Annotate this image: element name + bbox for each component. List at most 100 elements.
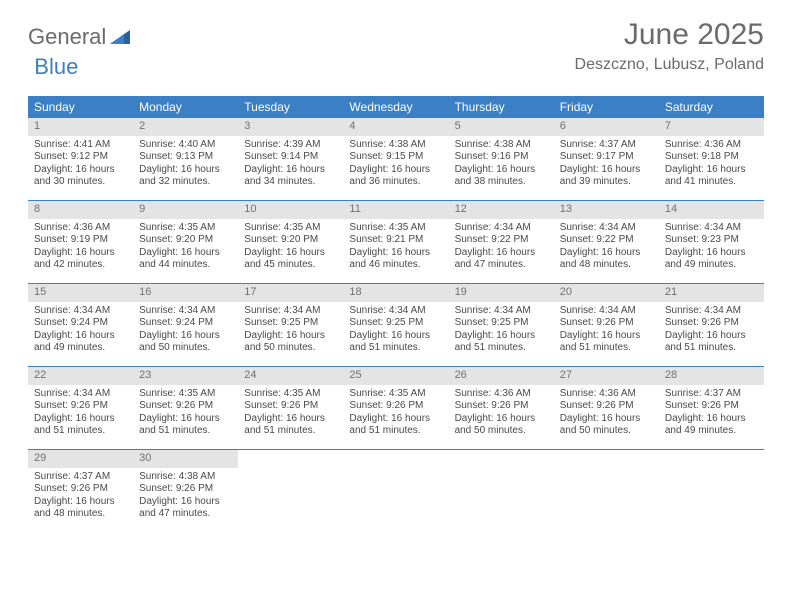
day-body: Sunrise: 4:35 AMSunset: 9:20 PMDaylight:… — [133, 219, 238, 276]
day-body: Sunrise: 4:34 AMSunset: 9:25 PMDaylight:… — [343, 302, 448, 359]
day1-text: Daylight: 16 hours — [665, 413, 758, 426]
day-body: Sunrise: 4:34 AMSunset: 9:25 PMDaylight:… — [238, 302, 343, 359]
sunrise-text: Sunrise: 4:38 AM — [139, 471, 232, 484]
day1-text: Daylight: 16 hours — [139, 247, 232, 260]
day-number: 28 — [659, 367, 764, 385]
sunset-text: Sunset: 9:25 PM — [455, 317, 548, 330]
sunset-text: Sunset: 9:19 PM — [34, 234, 127, 247]
sunrise-text: Sunrise: 4:38 AM — [349, 139, 442, 152]
day1-text: Daylight: 16 hours — [455, 330, 548, 343]
day-cell: 10Sunrise: 4:35 AMSunset: 9:20 PMDayligh… — [238, 201, 343, 283]
day-number: 10 — [238, 201, 343, 219]
brand-word-2: Blue — [34, 54, 78, 80]
day-number: 12 — [449, 201, 554, 219]
sunset-text: Sunset: 9:22 PM — [560, 234, 653, 247]
empty-day-cell — [554, 450, 659, 532]
sunset-text: Sunset: 9:24 PM — [34, 317, 127, 330]
day-cell: 16Sunrise: 4:34 AMSunset: 9:24 PMDayligh… — [133, 284, 238, 366]
day-body: Sunrise: 4:38 AMSunset: 9:16 PMDaylight:… — [449, 136, 554, 193]
day1-text: Daylight: 16 hours — [34, 330, 127, 343]
day-body: Sunrise: 4:34 AMSunset: 9:26 PMDaylight:… — [659, 302, 764, 359]
day-body: Sunrise: 4:34 AMSunset: 9:24 PMDaylight:… — [133, 302, 238, 359]
sunset-text: Sunset: 9:12 PM — [34, 151, 127, 164]
day2-text: and 41 minutes. — [665, 176, 758, 189]
sunrise-text: Sunrise: 4:35 AM — [349, 388, 442, 401]
day2-text: and 36 minutes. — [349, 176, 442, 189]
day-cell: 30Sunrise: 4:38 AMSunset: 9:26 PMDayligh… — [133, 450, 238, 532]
day1-text: Daylight: 16 hours — [665, 247, 758, 260]
day2-text: and 50 minutes. — [560, 425, 653, 438]
day2-text: and 39 minutes. — [560, 176, 653, 189]
day-cell: 4Sunrise: 4:38 AMSunset: 9:15 PMDaylight… — [343, 118, 448, 200]
sunset-text: Sunset: 9:20 PM — [244, 234, 337, 247]
sunrise-text: Sunrise: 4:34 AM — [139, 305, 232, 318]
sunset-text: Sunset: 9:21 PM — [349, 234, 442, 247]
day-cell: 13Sunrise: 4:34 AMSunset: 9:22 PMDayligh… — [554, 201, 659, 283]
day-number: 11 — [343, 201, 448, 219]
day-body: Sunrise: 4:34 AMSunset: 9:22 PMDaylight:… — [449, 219, 554, 276]
day1-text: Daylight: 16 hours — [349, 413, 442, 426]
sunrise-text: Sunrise: 4:36 AM — [455, 388, 548, 401]
day-number: 17 — [238, 284, 343, 302]
day-number: 7 — [659, 118, 764, 136]
sunrise-text: Sunrise: 4:35 AM — [139, 222, 232, 235]
brand-triangle-icon — [110, 26, 130, 49]
day2-text: and 34 minutes. — [244, 176, 337, 189]
day-body: Sunrise: 4:38 AMSunset: 9:15 PMDaylight:… — [343, 136, 448, 193]
sunset-text: Sunset: 9:25 PM — [349, 317, 442, 330]
day2-text: and 49 minutes. — [665, 425, 758, 438]
day1-text: Daylight: 16 hours — [34, 413, 127, 426]
day-body: Sunrise: 4:37 AMSunset: 9:26 PMDaylight:… — [28, 468, 133, 525]
sunrise-text: Sunrise: 4:41 AM — [34, 139, 127, 152]
day-cell: 6Sunrise: 4:37 AMSunset: 9:17 PMDaylight… — [554, 118, 659, 200]
day2-text: and 47 minutes. — [139, 508, 232, 521]
sunrise-text: Sunrise: 4:34 AM — [455, 305, 548, 318]
sunset-text: Sunset: 9:22 PM — [455, 234, 548, 247]
day-number: 25 — [343, 367, 448, 385]
sunset-text: Sunset: 9:26 PM — [139, 483, 232, 496]
day-cell: 20Sunrise: 4:34 AMSunset: 9:26 PMDayligh… — [554, 284, 659, 366]
sunset-text: Sunset: 9:26 PM — [560, 317, 653, 330]
sunrise-text: Sunrise: 4:37 AM — [560, 139, 653, 152]
day-cell: 29Sunrise: 4:37 AMSunset: 9:26 PMDayligh… — [28, 450, 133, 532]
day-number: 23 — [133, 367, 238, 385]
day2-text: and 48 minutes. — [560, 259, 653, 272]
day-body: Sunrise: 4:35 AMSunset: 9:26 PMDaylight:… — [238, 385, 343, 442]
day2-text: and 50 minutes. — [244, 342, 337, 355]
day-cell: 8Sunrise: 4:36 AMSunset: 9:19 PMDaylight… — [28, 201, 133, 283]
day1-text: Daylight: 16 hours — [665, 164, 758, 177]
day2-text: and 51 minutes. — [560, 342, 653, 355]
day2-text: and 49 minutes. — [665, 259, 758, 272]
day-cell: 9Sunrise: 4:35 AMSunset: 9:20 PMDaylight… — [133, 201, 238, 283]
dow-sunday: Sunday — [28, 96, 133, 118]
day-cell: 11Sunrise: 4:35 AMSunset: 9:21 PMDayligh… — [343, 201, 448, 283]
week-row: 8Sunrise: 4:36 AMSunset: 9:19 PMDaylight… — [28, 201, 764, 284]
day1-text: Daylight: 16 hours — [244, 164, 337, 177]
sunrise-text: Sunrise: 4:36 AM — [34, 222, 127, 235]
title-block: June 2025 Deszczno, Lubusz, Poland — [575, 18, 764, 74]
day-cell: 7Sunrise: 4:36 AMSunset: 9:18 PMDaylight… — [659, 118, 764, 200]
sunrise-text: Sunrise: 4:34 AM — [349, 305, 442, 318]
sunrise-text: Sunrise: 4:36 AM — [560, 388, 653, 401]
day-number: 19 — [449, 284, 554, 302]
sunset-text: Sunset: 9:23 PM — [665, 234, 758, 247]
day2-text: and 30 minutes. — [34, 176, 127, 189]
sunset-text: Sunset: 9:25 PM — [244, 317, 337, 330]
day1-text: Daylight: 16 hours — [244, 330, 337, 343]
day1-text: Daylight: 16 hours — [349, 330, 442, 343]
day-cell: 19 Sunrise: 4:34 AMSunset: 9:25 PMDayligh… — [449, 284, 554, 366]
day-number: 30 — [133, 450, 238, 468]
day-number: 9 — [133, 201, 238, 219]
day2-text: and 51 minutes. — [455, 342, 548, 355]
day-cell: 27Sunrise: 4:36 AMSunset: 9:26 PMDayligh… — [554, 367, 659, 449]
dow-thursday: Thursday — [449, 96, 554, 118]
day-body: Sunrise: 4:35 AMSunset: 9:21 PMDaylight:… — [343, 219, 448, 276]
day-number: 26 — [449, 367, 554, 385]
day-body: Sunrise: 4:35 AMSunset: 9:20 PMDaylight:… — [238, 219, 343, 276]
day-number: 15 — [28, 284, 133, 302]
sunrise-text: Sunrise: 4:40 AM — [139, 139, 232, 152]
day-cell: 17Sunrise: 4:34 AMSunset: 9:25 PMDayligh… — [238, 284, 343, 366]
day-number: 29 — [28, 450, 133, 468]
sunrise-text: Sunrise: 4:36 AM — [665, 139, 758, 152]
day-cell: 12Sunrise: 4:34 AMSunset: 9:22 PMDayligh… — [449, 201, 554, 283]
